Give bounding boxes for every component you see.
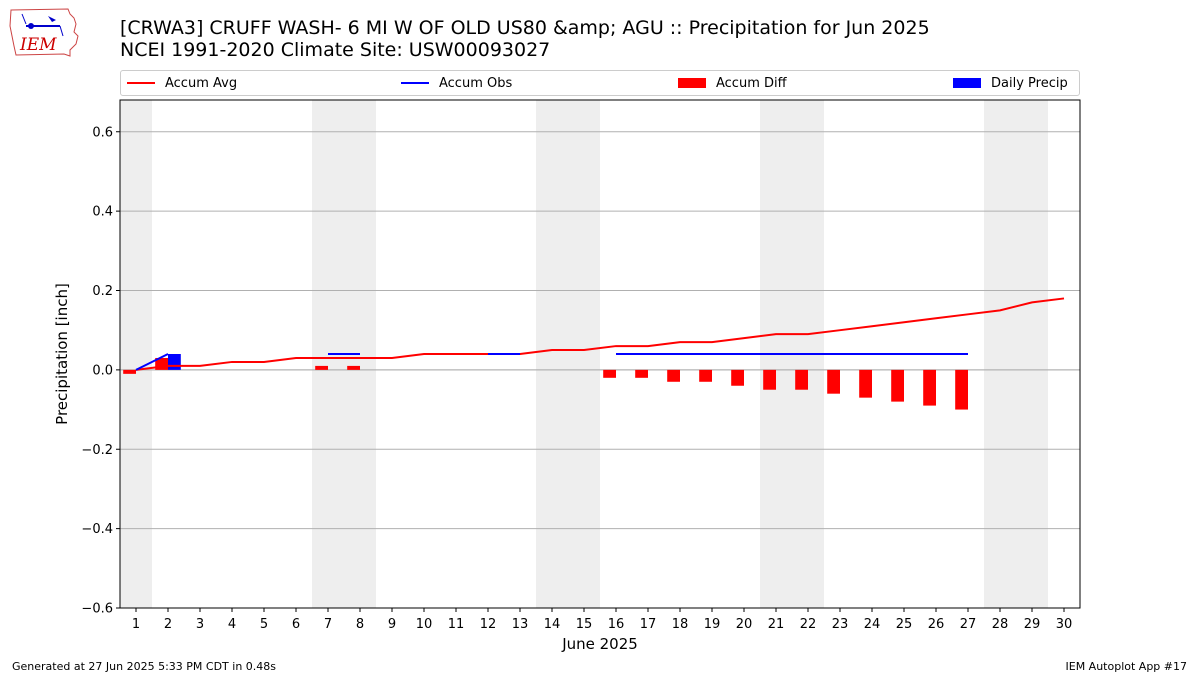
x-tick-label: 29 xyxy=(1024,617,1041,632)
accum-diff-bar xyxy=(859,369,872,398)
legend-label-accum-obs: Accum Obs xyxy=(439,75,513,91)
x-tick-label: 6 xyxy=(292,617,300,632)
y-tick-label: 0.2 xyxy=(92,284,113,299)
accum-diff-bar xyxy=(315,365,328,370)
legend-swatch-accum-avg xyxy=(127,82,155,84)
x-tick-label: 19 xyxy=(704,617,721,632)
footer-generated-text: Generated at 27 Jun 2025 5:33 PM CDT in … xyxy=(12,660,277,673)
bars xyxy=(123,354,968,410)
legend-item-accum-avg: Accum Avg xyxy=(127,71,237,95)
lines xyxy=(135,297,1065,371)
x-tick-label: 14 xyxy=(544,617,561,632)
weekend-shade-2 xyxy=(536,100,600,608)
legend-swatch-accum-obs xyxy=(401,82,429,84)
accum-diff-bar xyxy=(795,369,808,390)
accum-diff-bar xyxy=(347,365,360,370)
x-tick-label: 17 xyxy=(640,617,657,632)
legend-item-accum-obs: Accum Obs xyxy=(401,71,512,95)
legend-label-accum-diff: Accum Diff xyxy=(716,75,787,91)
x-tick-label: 13 xyxy=(512,617,529,632)
y-tick-label: 0.4 xyxy=(92,205,113,220)
accum-diff-bar xyxy=(923,369,936,406)
legend-item-accum-diff: Accum Diff xyxy=(678,71,787,95)
accum-diff-bar xyxy=(603,369,616,378)
x-tick-label: 30 xyxy=(1056,617,1073,632)
x-tick-label: 18 xyxy=(672,617,689,632)
legend-label-daily-precip: Daily Precip xyxy=(991,75,1068,91)
x-tick-label: 8 xyxy=(356,617,364,632)
x-tick-label: 11 xyxy=(448,617,465,632)
accum-diff-bar xyxy=(699,369,712,382)
y-axis-label: Precipitation [inch] xyxy=(53,283,71,425)
chart-title: [CRWA3] CRUFF WASH- 6 MI W OF OLD US80 &… xyxy=(120,17,930,39)
x-tick-label: 7 xyxy=(324,617,332,632)
accum-diff-bar xyxy=(155,357,168,370)
x-tick-label: 12 xyxy=(480,617,497,632)
iem-iowa-map-logo-icon: IEM xyxy=(9,8,79,57)
y-tick-label: 0.0 xyxy=(92,363,113,378)
chart-subtitle: NCEI 1991-2020 Climate Site: USW00093027 xyxy=(120,39,551,61)
x-tick-label: 20 xyxy=(736,617,753,632)
accum-diff-bar xyxy=(891,369,904,402)
logo-text: IEM xyxy=(19,35,57,55)
accum-diff-bar xyxy=(731,369,744,386)
x-tick-label: 2 xyxy=(164,617,172,632)
x-tick-label: 22 xyxy=(800,617,817,632)
legend: Accum Avg Accum Obs Accum Diff Daily Pre… xyxy=(120,70,1080,96)
x-tick-label: 1 xyxy=(132,617,140,632)
x-tick-label: 15 xyxy=(576,617,593,632)
legend-swatch-daily-precip xyxy=(953,78,981,88)
accum-diff-bar xyxy=(123,369,136,374)
axis-ticks: −0.6−0.4−0.20.00.20.40.61 2 3 4 5 6 7 8 9 10 11 12 1… xyxy=(81,125,1072,632)
y-tick-label: −0.4 xyxy=(81,522,113,537)
legend-swatch-accum-diff xyxy=(678,78,706,88)
x-tick-label: 10 xyxy=(416,617,433,632)
accum-diff-bar xyxy=(667,369,680,382)
x-tick-label: 28 xyxy=(992,617,1009,632)
y-tick-label: −0.2 xyxy=(81,443,113,458)
y-tick-label: 0.6 xyxy=(92,125,113,140)
x-tick-label: 23 xyxy=(832,617,849,632)
legend-item-daily-precip: Daily Precip xyxy=(953,71,1068,95)
accum-diff-bar xyxy=(955,369,968,410)
x-tick-label: 5 xyxy=(260,617,268,632)
iem-logo: IEM xyxy=(8,6,80,58)
x-tick-label: 3 xyxy=(196,617,204,632)
legend-label-accum-avg: Accum Avg xyxy=(165,75,238,91)
y-tick-label: −0.6 xyxy=(81,602,113,617)
weekend-shade-4 xyxy=(984,100,1048,608)
accum-diff-bar xyxy=(635,369,648,378)
accum-avg-line xyxy=(135,297,1065,371)
daily-precip-bar xyxy=(168,354,181,370)
weekend-shade-0 xyxy=(120,100,152,608)
y-gridlines xyxy=(120,131,1080,609)
x-tick-label: 4 xyxy=(228,617,236,632)
accum-diff-bar xyxy=(763,369,776,390)
plot-frame xyxy=(119,99,1081,609)
x-tick-label: 24 xyxy=(864,617,881,632)
x-tick-label: 21 xyxy=(768,617,785,632)
x-tick-label: 9 xyxy=(388,617,396,632)
x-tick-label: 26 xyxy=(928,617,945,632)
x-tick-label: 27 xyxy=(960,617,977,632)
x-axis-label: June 2025 xyxy=(561,635,638,653)
accum-obs-line xyxy=(135,353,169,371)
x-tick-label: 25 xyxy=(896,617,913,632)
x-tick-label: 16 xyxy=(608,617,625,632)
accum-diff-bar xyxy=(827,369,840,394)
footer-app-text: IEM Autoplot App #17 xyxy=(1065,660,1188,673)
